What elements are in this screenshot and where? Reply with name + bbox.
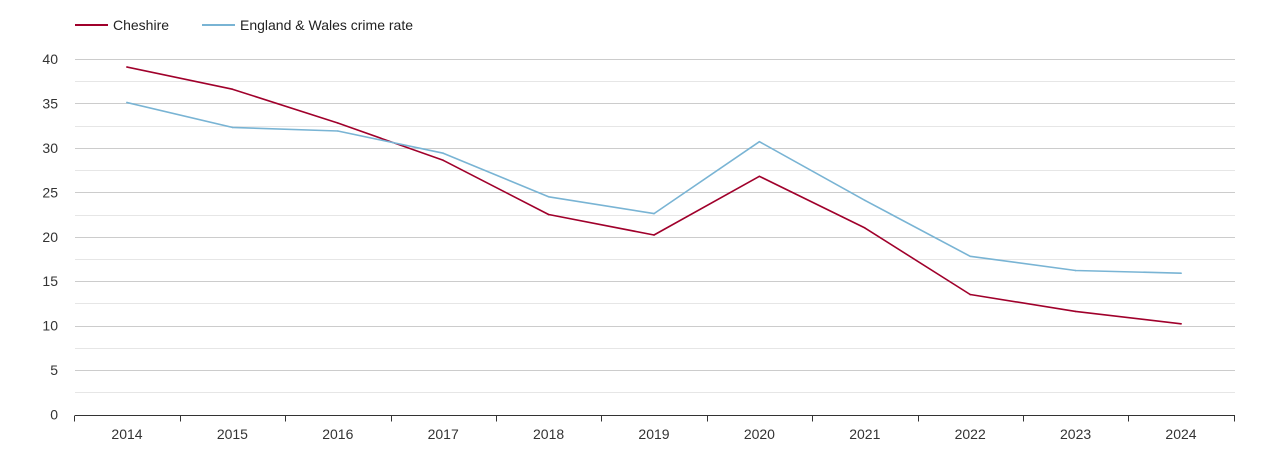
data-point-england-wales-crime-rate-2014 — [126, 101, 128, 104]
data-point-england-wales-crime-rate-2019 — [653, 212, 655, 215]
y-tick-label-5: 5 — [50, 362, 58, 378]
x-tick-label-2014: 2014 — [111, 426, 142, 442]
y-tick-label-10: 10 — [42, 318, 58, 334]
data-point-england-wales-crime-rate-2015 — [231, 126, 234, 129]
data-point-england-wales-crime-rate-2020 — [758, 140, 761, 143]
data-point-england-wales-crime-rate-2018 — [547, 195, 550, 198]
x-tick-label-2016: 2016 — [322, 426, 353, 442]
x-tick-label-2022: 2022 — [955, 426, 986, 442]
x-tick-label-2019: 2019 — [638, 426, 669, 442]
y-tick-label-20: 20 — [42, 229, 58, 245]
data-point-cheshire-2020 — [758, 175, 761, 178]
data-point-england-wales-crime-rate-2024 — [1180, 272, 1182, 274]
y-tick-label-35: 35 — [42, 95, 58, 111]
data-point-cheshire-2018 — [547, 213, 550, 216]
data-point-cheshire-2014 — [126, 66, 128, 68]
data-point-cheshire-2022 — [969, 293, 971, 296]
series-england-wales-crime-rate — [126, 101, 1182, 275]
y-tick-label-40: 40 — [42, 51, 58, 67]
data-point-cheshire-2019 — [653, 234, 655, 236]
x-tick-label-2015: 2015 — [217, 426, 248, 442]
y-axis: 0 5 10 15 20 25 30 35 40 — [42, 51, 58, 423]
data-point-cheshire-2016 — [337, 122, 339, 124]
data-point-england-wales-crime-rate-2023 — [1074, 269, 1077, 272]
chart-legend: Cheshire England & Wales crime rate — [75, 17, 413, 33]
legend-item-cheshire: Cheshire — [75, 17, 169, 33]
data-point-england-wales-crime-rate-2022 — [969, 255, 971, 258]
x-tick-label-2023: 2023 — [1060, 426, 1091, 442]
y-tick-label-0: 0 — [50, 407, 58, 423]
chart-gridlines — [75, 59, 1235, 393]
series-line-england-wales-crime-rate — [126, 101, 1182, 275]
legend-item-england-wales-crime-rate: England & Wales crime rate — [202, 17, 413, 33]
data-point-cheshire-2015 — [231, 88, 234, 91]
x-tick-label-2024: 2024 — [1165, 426, 1196, 442]
chart-series — [126, 66, 1182, 325]
y-tick-label-15: 15 — [42, 273, 58, 289]
data-point-cheshire-2017 — [442, 159, 445, 162]
legend-label-cheshire: Cheshire — [113, 17, 169, 33]
series-cheshire — [126, 66, 1182, 325]
y-tick-label-25: 25 — [42, 184, 58, 200]
data-point-cheshire-2023 — [1074, 310, 1077, 313]
data-point-england-wales-crime-rate-2017 — [442, 152, 445, 155]
y-tick-label-30: 30 — [42, 140, 58, 156]
legend-label-england-wales-crime-rate: England & Wales crime rate — [240, 17, 413, 33]
x-tick-label-2017: 2017 — [428, 426, 459, 442]
series-line-cheshire — [126, 66, 1182, 325]
data-point-england-wales-crime-rate-2016 — [337, 130, 339, 132]
data-point-cheshire-2021 — [864, 227, 866, 229]
x-tick-label-2018: 2018 — [533, 426, 564, 442]
x-axis: 2014 2015 2016 2017 2018 2019 2020 2021 2022 2023… — [74, 415, 1235, 442]
data-point-cheshire-2024 — [1180, 323, 1182, 325]
x-tick-label-2020: 2020 — [744, 426, 775, 442]
data-point-england-wales-crime-rate-2021 — [864, 199, 866, 202]
x-tick-label-2021: 2021 — [849, 426, 880, 442]
